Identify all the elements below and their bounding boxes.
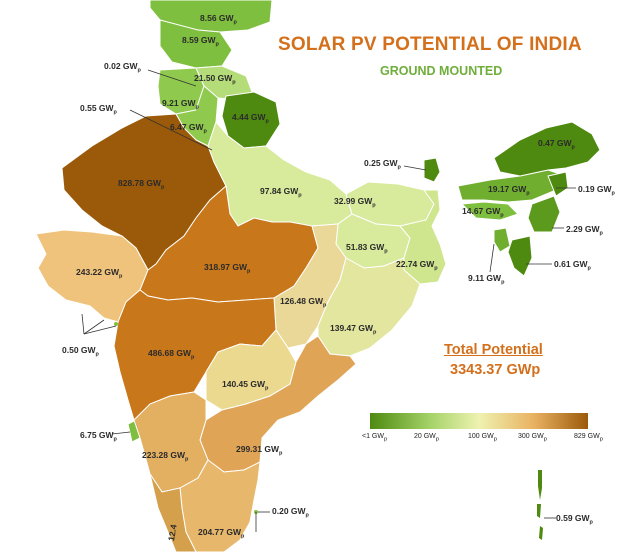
label-maharashtra: 486.68 GWp (148, 348, 195, 361)
region-sikkim (423, 157, 441, 183)
marker-daman (114, 322, 118, 326)
label-arunachal: 0.47 GWp (538, 138, 575, 151)
label-meghalaya: 14.67 GWp (462, 206, 504, 219)
label-hp: 8.59 GWp (182, 35, 219, 48)
label-mp: 318.97 GWp (204, 262, 251, 275)
label-up: 97.84 GWp (260, 186, 302, 199)
label-chandigarh: 0.02 GWp (104, 61, 141, 74)
legend-tick-2: 20 GWp (414, 433, 440, 443)
label-karnataka: 223.28 GWp (142, 450, 189, 463)
label-tripura: 9.11 GWp (468, 273, 505, 286)
total-potential-label: Total Potential (444, 342, 543, 358)
label-goa: 6.75 GWp (80, 430, 117, 443)
region-tripura (493, 227, 511, 253)
label-ap: 299.31 GWp (236, 444, 283, 457)
label-assam: 19.17 GWp (488, 184, 530, 197)
label-manipur: 2.29 GWp (566, 224, 603, 237)
legend-tick-5: 829 GWp (574, 433, 603, 443)
label-andaman: 0.59 GWp (556, 513, 593, 526)
region-andaman (537, 470, 543, 540)
label-mizoram: 0.61 GWp (554, 259, 591, 272)
label-odisha: 139.47 GWp (330, 323, 377, 336)
total-potential-value: 3343.37 GWp (450, 362, 541, 378)
label-tn: 204.77 GWp (198, 527, 245, 540)
legend-gradient (370, 413, 588, 429)
region-odisha (317, 257, 421, 357)
legend-tick-1: <1 GWp (362, 433, 388, 443)
label-chhattisgarh: 126.48 GWp (280, 296, 327, 309)
label-haryana: 6.47 GWp (170, 122, 207, 135)
leader-lines (81, 69, 576, 532)
label-sikkim: 0.25 GWp (364, 158, 401, 171)
label-telangana: 140.45 GWp (222, 379, 269, 392)
label-delhi: 0.55 GWp (80, 103, 117, 116)
label-daman: 0.50 GWp (62, 345, 99, 358)
map-subtitle: GROUND MOUNTED (380, 64, 503, 78)
label-wb: 22.74 GWp (396, 259, 438, 272)
label-4-44: 4.44 GWp (232, 112, 269, 125)
label-gujarat: 243.22 GWp (76, 267, 123, 280)
label-punjab: 9.21 GWp (162, 98, 199, 111)
legend-tick-3: 100 GWp (468, 433, 497, 443)
label-nagaland: 0.19 GWp (578, 184, 615, 197)
legend-tick-4: 300 GWp (518, 433, 547, 443)
label-puducherry: 0.20 GWp (272, 506, 309, 519)
map-title: SOLAR PV POTENTIAL OF INDIA (278, 34, 582, 55)
region-manipur (527, 195, 561, 233)
region-kerala (149, 473, 197, 552)
region-arunachal (493, 121, 601, 177)
region-mizoram (507, 235, 533, 277)
label-jk: 8.56 GWp (200, 13, 237, 26)
label-jharkhand: 51.83 GWp (346, 242, 388, 255)
label-rajasthan: 828.78 GWp (118, 178, 165, 191)
label-bihar: 32.99 GWp (334, 196, 376, 209)
region-meghalaya (460, 201, 519, 221)
label-uttarakhand: 21.50 GWp (194, 73, 236, 86)
